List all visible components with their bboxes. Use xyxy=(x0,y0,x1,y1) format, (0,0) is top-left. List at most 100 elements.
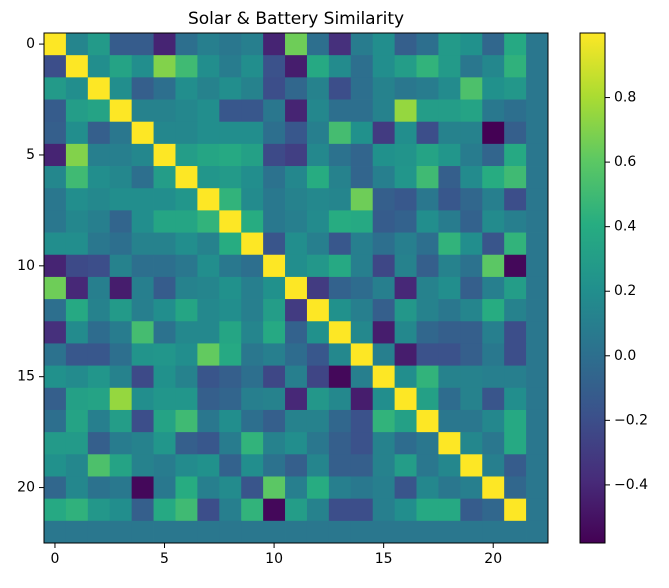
x-tick-label: 15 xyxy=(375,551,393,567)
heatmap-cells xyxy=(44,33,549,544)
heatmap-cell-14-17 xyxy=(416,343,439,366)
heatmap-cell-18-4 xyxy=(131,432,154,455)
heatmap-cell-18-8 xyxy=(219,432,242,455)
heatmap-cell-7-5 xyxy=(153,188,176,211)
heatmap-cell-2-8 xyxy=(219,77,242,100)
heatmap-cell-18-15 xyxy=(372,432,396,455)
heatmap-cell-5-11 xyxy=(285,143,308,167)
heatmap-cell-1-10 xyxy=(263,55,286,78)
heatmap-cell-1-18 xyxy=(438,55,461,78)
heatmap-cell-12-2 xyxy=(87,299,111,322)
heatmap-cell-2-0 xyxy=(44,77,67,100)
heatmap-cell-2-5 xyxy=(153,77,176,100)
heatmap-cell-10-16 xyxy=(394,254,417,278)
heatmap-cell-19-14 xyxy=(350,454,374,477)
heatmap-cell-16-10 xyxy=(263,387,286,411)
heatmap-cell-1-1 xyxy=(65,55,89,78)
heatmap-cell-4-16 xyxy=(394,121,417,145)
heatmap-cell-6-8 xyxy=(219,166,242,189)
heatmap-cell-3-19 xyxy=(460,99,483,123)
heatmap-cell-14-13 xyxy=(328,343,352,366)
heatmap-cell-8-4 xyxy=(131,210,154,233)
heatmap-cell-22-1 xyxy=(65,520,89,544)
heatmap-cell-14-1 xyxy=(65,343,89,366)
heatmap-cell-0-14 xyxy=(350,33,374,56)
heatmap-cell-20-5 xyxy=(153,476,176,500)
heatmap-cell-8-15 xyxy=(372,210,396,233)
heatmap-cell-11-5 xyxy=(153,276,176,300)
heatmap-cell-10-1 xyxy=(65,254,89,278)
heatmap-cell-8-2 xyxy=(87,210,111,233)
heatmap-cell-5-7 xyxy=(197,143,220,167)
heatmap-cell-22-13 xyxy=(328,520,352,544)
heatmap-cell-9-14 xyxy=(350,232,374,256)
heatmap-cell-22-21 xyxy=(504,520,527,544)
heatmap-cell-6-2 xyxy=(87,166,111,189)
heatmap-cell-22-4 xyxy=(131,520,154,544)
heatmap-cell-10-2 xyxy=(87,254,111,278)
heatmap-cell-15-0 xyxy=(44,365,67,389)
heatmap-cell-15-3 xyxy=(109,365,133,389)
heatmap-cell-22-9 xyxy=(241,520,264,544)
heatmap-cell-2-2 xyxy=(87,77,111,100)
heatmap-cell-16-4 xyxy=(131,387,154,411)
heatmap-cell-8-22 xyxy=(526,210,549,233)
heatmap-cell-22-2 xyxy=(87,520,111,544)
y-tick-label: 0 xyxy=(26,36,35,52)
heatmap-cell-12-10 xyxy=(263,299,286,322)
heatmap-cell-6-9 xyxy=(241,166,264,189)
heatmap-cell-20-7 xyxy=(197,476,220,500)
heatmap-cell-7-14 xyxy=(350,188,374,211)
heatmap-cell-21-21 xyxy=(504,498,527,522)
heatmap-cell-3-14 xyxy=(350,99,374,123)
heatmap-cell-5-16 xyxy=(394,143,417,167)
chart-title: Solar & Battery Similarity xyxy=(188,9,404,29)
heatmap-cell-15-15 xyxy=(372,365,396,389)
heatmap-cell-18-2 xyxy=(87,432,111,455)
heatmap-cell-17-1 xyxy=(65,409,89,433)
heatmap-cell-3-7 xyxy=(197,99,220,123)
heatmap-cell-1-2 xyxy=(87,55,111,78)
heatmap-cell-13-0 xyxy=(44,321,67,344)
heatmap-cell-9-16 xyxy=(394,232,417,256)
heatmap-cell-22-3 xyxy=(109,520,133,544)
heatmap-cell-18-3 xyxy=(109,432,133,455)
heatmap-cell-13-17 xyxy=(416,321,439,344)
heatmap-cell-8-16 xyxy=(394,210,417,233)
heatmap-cell-7-1 xyxy=(65,188,89,211)
heatmap-cell-12-17 xyxy=(416,299,439,322)
heatmap-cell-16-11 xyxy=(285,387,308,411)
heatmap-cell-3-10 xyxy=(263,99,286,123)
heatmap-cell-17-3 xyxy=(109,409,133,433)
heatmap-cell-19-9 xyxy=(241,454,264,477)
heatmap-cell-2-4 xyxy=(131,77,154,100)
heatmap-cell-0-1 xyxy=(65,33,89,56)
heatmap-cell-14-16 xyxy=(394,343,417,366)
heatmap-cell-6-1 xyxy=(65,166,89,189)
heatmap-cell-6-12 xyxy=(306,166,330,189)
heatmap-cell-15-10 xyxy=(263,365,286,389)
heatmap-cell-19-22 xyxy=(526,454,549,477)
heatmap-cell-5-12 xyxy=(306,143,330,167)
heatmap-cell-17-13 xyxy=(328,409,352,433)
heatmap-cell-9-10 xyxy=(263,232,286,256)
heatmap-cell-7-10 xyxy=(263,188,286,211)
y-tick-label: 10 xyxy=(17,258,35,274)
heatmap-cell-3-1 xyxy=(65,99,89,123)
heatmap-cell-5-20 xyxy=(482,143,505,167)
heatmap-cell-14-10 xyxy=(263,343,286,366)
heatmap-cell-15-18 xyxy=(438,365,461,389)
heatmap-cell-17-5 xyxy=(153,409,176,433)
heatmap-cell-16-16 xyxy=(394,387,417,411)
heatmap-cell-7-22 xyxy=(526,188,549,211)
heatmap-cell-14-15 xyxy=(372,343,396,366)
heatmap-cell-16-0 xyxy=(44,387,67,411)
heatmap-cell-0-3 xyxy=(109,33,133,56)
heatmap-cell-7-2 xyxy=(87,188,111,211)
heatmap-cell-15-19 xyxy=(460,365,483,389)
heatmap-cell-3-16 xyxy=(394,99,417,123)
heatmap-cell-9-17 xyxy=(416,232,439,256)
heatmap-cell-7-6 xyxy=(175,188,198,211)
heatmap-cell-13-18 xyxy=(438,321,461,344)
heatmap-cell-14-4 xyxy=(131,343,154,366)
